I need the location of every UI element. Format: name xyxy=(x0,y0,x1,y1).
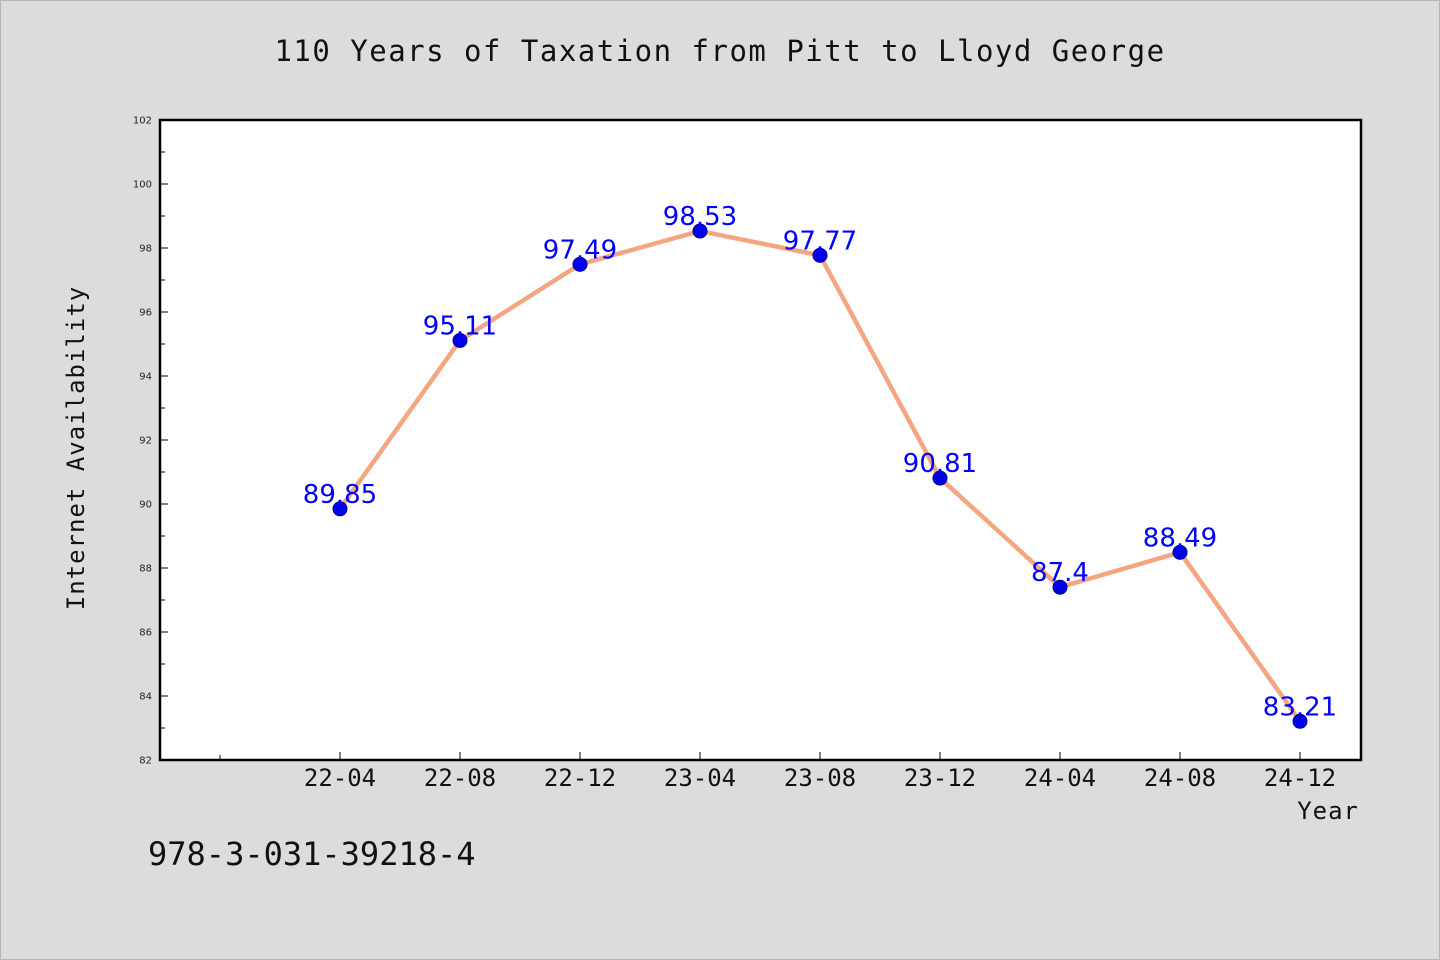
y-tick-label: 88 xyxy=(139,564,152,575)
data-point xyxy=(1052,579,1068,595)
plot-area xyxy=(160,120,1361,760)
x-tick-label: 23-08 xyxy=(784,764,856,792)
y-tick-label: 90 xyxy=(139,500,152,511)
x-tick-label: 22-08 xyxy=(424,764,496,792)
data-label: 90.81 xyxy=(903,449,977,479)
chart-title: 110 Years of Taxation from Pitt to Lloyd… xyxy=(274,34,1166,68)
y-tick-label: 98 xyxy=(139,244,152,255)
data-label: 83.21 xyxy=(1263,692,1337,722)
y-tick-label: 84 xyxy=(139,692,152,703)
data-point xyxy=(812,247,828,263)
y-tick-label: 96 xyxy=(139,308,152,319)
data-point xyxy=(572,256,588,272)
x-tick-label: 23-12 xyxy=(904,764,976,792)
data-point xyxy=(1172,544,1188,560)
y-tick-label: 86 xyxy=(139,628,152,639)
x-tick-label: 24-12 xyxy=(1264,764,1336,792)
x-tick-label: 22-04 xyxy=(304,764,376,792)
data-label: 97.49 xyxy=(543,235,617,265)
data-label: 89.85 xyxy=(303,480,377,510)
y-tick-label: 82 xyxy=(139,756,152,767)
x-tick-label: 23-04 xyxy=(664,764,736,792)
x-tick-label: 24-04 xyxy=(1024,764,1096,792)
data-point xyxy=(452,332,468,348)
data-label: 88.49 xyxy=(1143,523,1217,553)
x-axis-label: Year xyxy=(1297,797,1359,825)
data-label: 87.4 xyxy=(1031,558,1089,588)
isbn-footnote: 978-3-031-39218-4 xyxy=(148,835,476,873)
data-point xyxy=(332,501,348,517)
y-axis-label: Internet Availability xyxy=(62,286,90,610)
plot-frame xyxy=(158,118,1363,762)
data-label: 98.53 xyxy=(663,202,737,232)
y-tick-label: 100 xyxy=(133,180,152,191)
x-tick-label: 22-12 xyxy=(544,764,616,792)
data-label: 95.11 xyxy=(423,311,497,341)
y-tick-label: 92 xyxy=(139,436,152,447)
y-tick-label: 102 xyxy=(133,116,152,127)
x-tick-label: 24-08 xyxy=(1144,764,1216,792)
data-point xyxy=(692,223,708,239)
data-label: 97.77 xyxy=(783,226,857,256)
y-tick-label: 94 xyxy=(139,372,152,383)
data-point xyxy=(932,470,948,486)
data-point xyxy=(1292,713,1308,729)
